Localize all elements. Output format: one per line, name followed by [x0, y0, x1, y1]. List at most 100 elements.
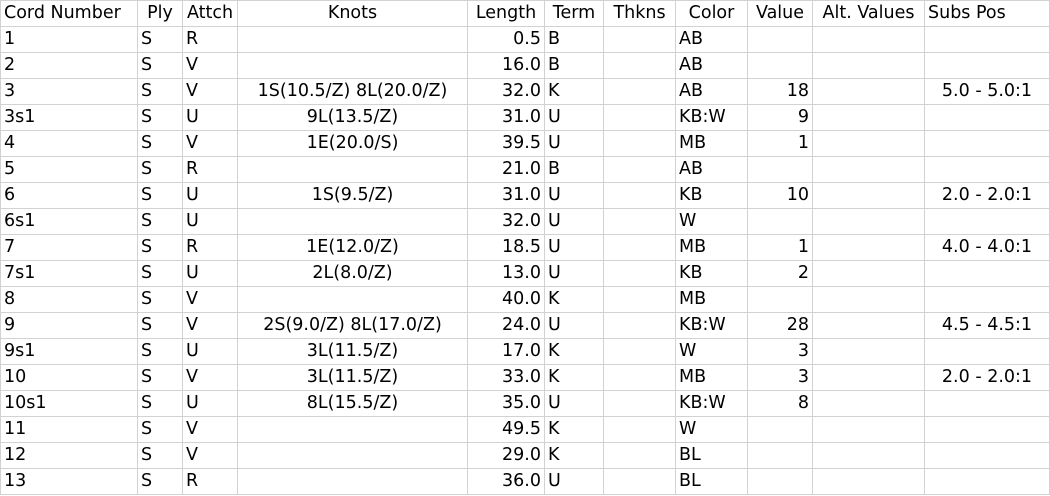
cell-thkns [603, 416, 676, 443]
cell-subs-pos [924, 390, 1050, 417]
table-row: 7 S R 1E(12.0/Z) 18.5 U MB 1 4.0 - 4.0:1 [0, 234, 1050, 261]
cell-alt-values [812, 156, 925, 183]
cell-ply: S [137, 130, 183, 157]
cell-length: 31.0 [467, 104, 545, 131]
cell-cord-number: 3 [0, 78, 138, 105]
table-row: 5 S R 21.0 B AB [0, 156, 1050, 183]
cell-alt-values [812, 234, 925, 261]
cell-value: 1 [747, 130, 813, 157]
cell-attch: V [182, 52, 238, 79]
header-color: Color [675, 0, 748, 27]
cell-length: 13.0 [467, 260, 545, 287]
cell-ply: S [137, 260, 183, 287]
cell-ply: S [137, 468, 183, 495]
cell-ply: S [137, 286, 183, 313]
cell-attch: R [182, 234, 238, 261]
cell-thkns [603, 182, 676, 209]
cell-alt-values [812, 442, 925, 469]
cell-subs-pos [924, 52, 1050, 79]
cell-length: 36.0 [467, 468, 545, 495]
cell-term: U [544, 468, 604, 495]
cell-cord-number: 8 [0, 286, 138, 313]
cell-knots [237, 156, 468, 183]
cell-thkns [603, 234, 676, 261]
cell-length: 33.0 [467, 364, 545, 391]
cell-alt-values [812, 416, 925, 443]
cell-knots [237, 442, 468, 469]
cell-subs-pos: 2.0 - 2.0:1 [924, 182, 1050, 209]
cell-color: W [675, 338, 748, 365]
cell-cord-number: 3s1 [0, 104, 138, 131]
cell-thkns [603, 338, 676, 365]
cell-ply: S [137, 234, 183, 261]
cell-thkns [603, 286, 676, 313]
cell-subs-pos [924, 442, 1050, 469]
cell-color: KB [675, 182, 748, 209]
table-row: 10s1 S U 8L(15.5/Z) 35.0 U KB:W 8 [0, 390, 1050, 417]
cell-thkns [603, 26, 676, 53]
header-thkns: Thkns [603, 0, 676, 27]
cell-alt-values [812, 182, 925, 209]
cell-knots [237, 208, 468, 235]
cell-subs-pos: 4.0 - 4.0:1 [924, 234, 1050, 261]
cell-length: 21.0 [467, 156, 545, 183]
cell-knots: 1E(20.0/S) [237, 130, 468, 157]
cell-subs-pos: 2.0 - 2.0:1 [924, 364, 1050, 391]
cell-thkns [603, 130, 676, 157]
cell-cord-number: 9 [0, 312, 138, 339]
table-row: 11 S V 49.5 K W [0, 416, 1050, 443]
table-row: 6s1 S U 32.0 U W [0, 208, 1050, 235]
cell-subs-pos [924, 156, 1050, 183]
cell-color: KB [675, 260, 748, 287]
cell-attch: U [182, 182, 238, 209]
table-row: 13 S R 36.0 U BL [0, 468, 1050, 495]
cell-subs-pos: 4.5 - 4.5:1 [924, 312, 1050, 339]
cell-length: 18.5 [467, 234, 545, 261]
cell-term: K [544, 78, 604, 105]
cell-alt-values [812, 130, 925, 157]
cell-subs-pos [924, 468, 1050, 495]
cell-thkns [603, 208, 676, 235]
cell-knots [237, 468, 468, 495]
cell-thkns [603, 78, 676, 105]
cell-value: 3 [747, 338, 813, 365]
cell-attch: V [182, 130, 238, 157]
cell-subs-pos [924, 416, 1050, 443]
cell-term: U [544, 208, 604, 235]
cell-ply: S [137, 312, 183, 339]
cell-cord-number: 2 [0, 52, 138, 79]
cell-color: BL [675, 468, 748, 495]
cell-knots [237, 26, 468, 53]
cell-alt-values [812, 390, 925, 417]
cell-subs-pos: 5.0 - 5.0:1 [924, 78, 1050, 105]
header-knots: Knots [237, 0, 468, 27]
cell-length: 24.0 [467, 312, 545, 339]
cell-color: AB [675, 52, 748, 79]
table-row: 2 S V 16.0 B AB [0, 52, 1050, 79]
table-row: 3 S V 1S(10.5/Z) 8L(20.0/Z) 32.0 K AB 18 5.0 - 5… [0, 78, 1050, 105]
cell-subs-pos [924, 208, 1050, 235]
table-row: 1 S R 0.5 B AB [0, 26, 1050, 53]
table-row: 12 S V 29.0 K BL [0, 442, 1050, 469]
cell-thkns [603, 312, 676, 339]
cell-knots [237, 52, 468, 79]
cell-color: KB:W [675, 104, 748, 131]
cell-cord-number: 6 [0, 182, 138, 209]
cell-term: B [544, 52, 604, 79]
cell-term: U [544, 130, 604, 157]
cell-knots [237, 286, 468, 313]
cell-color: AB [675, 156, 748, 183]
cell-value: 9 [747, 104, 813, 131]
cell-length: 39.5 [467, 130, 545, 157]
table-row: 10 S V 3L(11.5/Z) 33.0 K MB 3 2.0 - 2.0:1 [0, 364, 1050, 391]
cell-value [747, 468, 813, 495]
cell-alt-values [812, 78, 925, 105]
cell-value: 2 [747, 260, 813, 287]
cell-knots: 1S(10.5/Z) 8L(20.0/Z) [237, 78, 468, 105]
cell-term: U [544, 234, 604, 261]
cell-thkns [603, 260, 676, 287]
header-cord-number: Cord Number [0, 0, 138, 27]
cell-term: U [544, 104, 604, 131]
cell-alt-values [812, 26, 925, 53]
